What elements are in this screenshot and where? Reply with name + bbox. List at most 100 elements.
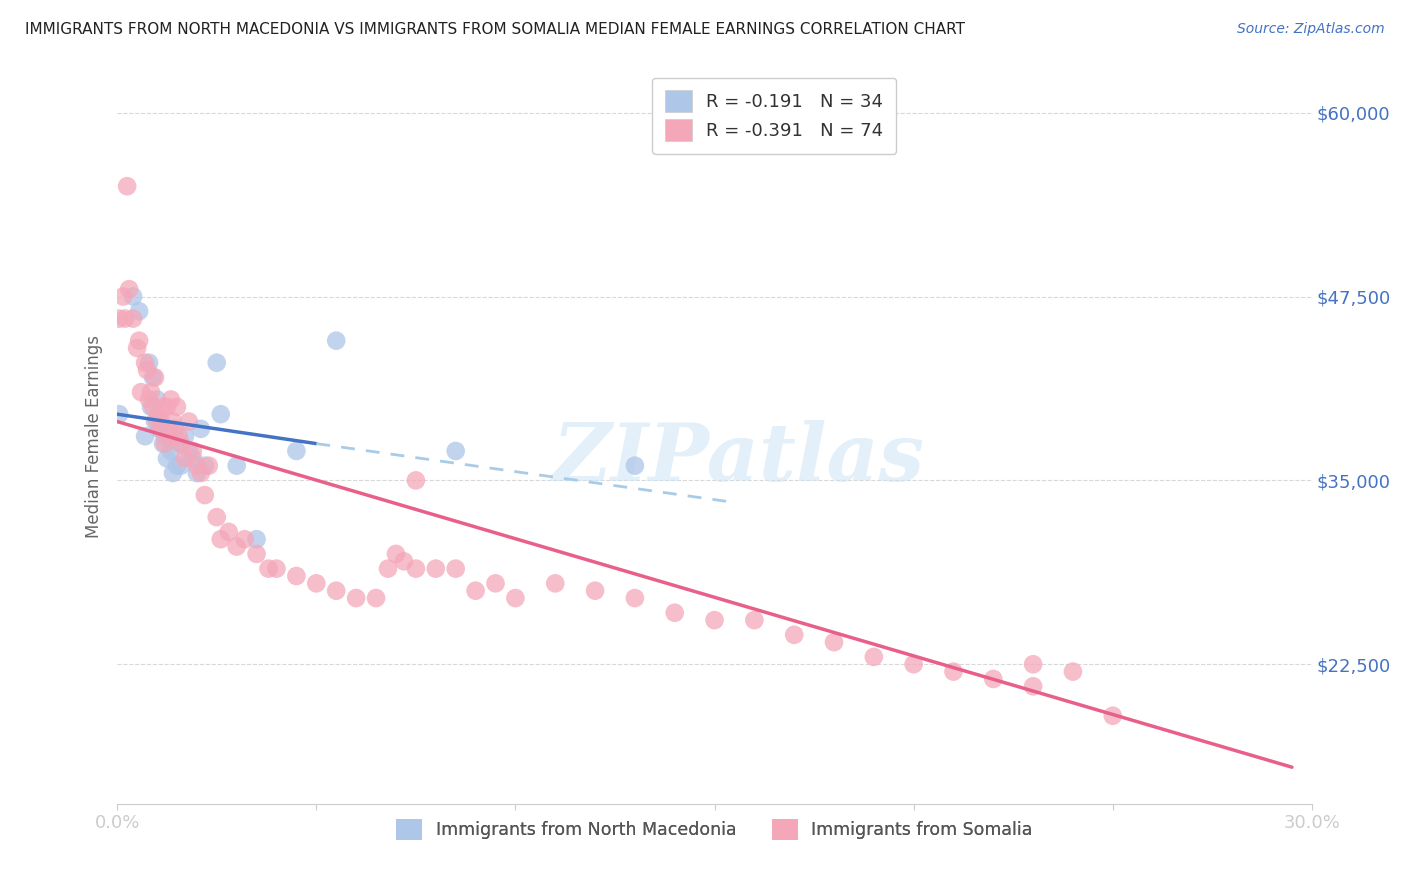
Point <box>122 311 145 326</box>
Point <box>1022 657 1045 672</box>
Point <box>405 474 427 488</box>
Point <box>505 591 527 605</box>
Point <box>245 533 267 547</box>
Point <box>134 356 156 370</box>
Point <box>194 488 217 502</box>
Legend: Immigrants from North Macedonia, Immigrants from Somalia: Immigrants from North Macedonia, Immigra… <box>389 812 1040 847</box>
Point <box>245 547 267 561</box>
Point <box>285 444 308 458</box>
Point <box>138 392 160 407</box>
Point <box>146 415 169 429</box>
Point <box>181 444 204 458</box>
Point <box>156 451 179 466</box>
Point <box>1101 708 1123 723</box>
Point <box>1022 679 1045 693</box>
Point <box>167 429 190 443</box>
Point <box>152 436 174 450</box>
Point <box>385 547 408 561</box>
Text: IMMIGRANTS FROM NORTH MACEDONIA VS IMMIGRANTS FROM SOMALIA MEDIAN FEMALE EARNING: IMMIGRANTS FROM NORTH MACEDONIA VS IMMIG… <box>25 22 966 37</box>
Point <box>225 458 247 473</box>
Point <box>129 385 152 400</box>
Point <box>127 341 149 355</box>
Point <box>114 311 136 326</box>
Point <box>142 400 165 414</box>
Point <box>181 451 204 466</box>
Point <box>166 458 188 473</box>
Point <box>139 385 162 400</box>
Point <box>190 466 212 480</box>
Point <box>142 370 165 384</box>
Point <box>108 407 131 421</box>
Point <box>823 635 845 649</box>
Point <box>405 561 427 575</box>
Point <box>186 466 208 480</box>
Point <box>544 576 567 591</box>
Point <box>150 422 173 436</box>
Point <box>583 583 606 598</box>
Point <box>703 613 725 627</box>
Point <box>205 510 228 524</box>
Point <box>285 569 308 583</box>
Point <box>138 356 160 370</box>
Point <box>863 649 886 664</box>
Point <box>364 591 387 605</box>
Point <box>194 458 217 473</box>
Point <box>173 451 195 466</box>
Point <box>163 422 186 436</box>
Point <box>150 415 173 429</box>
Point <box>344 591 367 605</box>
Point <box>205 356 228 370</box>
Point <box>377 561 399 575</box>
Point <box>209 533 232 547</box>
Point <box>981 672 1004 686</box>
Point <box>170 436 193 450</box>
Point <box>167 436 190 450</box>
Point <box>225 540 247 554</box>
Point <box>257 561 280 575</box>
Point <box>156 400 179 414</box>
Point <box>148 422 170 436</box>
Point <box>305 576 328 591</box>
Point <box>664 606 686 620</box>
Point <box>160 392 183 407</box>
Point <box>233 533 256 547</box>
Point <box>464 583 486 598</box>
Point <box>173 429 195 443</box>
Point <box>143 370 166 384</box>
Point <box>1062 665 1084 679</box>
Point <box>146 392 169 407</box>
Point <box>134 429 156 443</box>
Point <box>162 466 184 480</box>
Point <box>624 591 647 605</box>
Text: Source: ZipAtlas.com: Source: ZipAtlas.com <box>1237 22 1385 37</box>
Point <box>139 400 162 414</box>
Point <box>186 458 208 473</box>
Point <box>136 363 159 377</box>
Point <box>170 458 193 473</box>
Point <box>783 628 806 642</box>
Point <box>903 657 925 672</box>
Point <box>942 665 965 679</box>
Point <box>425 561 447 575</box>
Point <box>624 458 647 473</box>
Point <box>392 554 415 568</box>
Point <box>112 289 135 303</box>
Point <box>266 561 288 575</box>
Point <box>166 400 188 414</box>
Point <box>153 436 176 450</box>
Point <box>118 282 141 296</box>
Point <box>157 429 180 443</box>
Point <box>190 422 212 436</box>
Point <box>162 415 184 429</box>
Point <box>115 179 138 194</box>
Point <box>218 524 240 539</box>
Point <box>177 444 200 458</box>
Point <box>122 289 145 303</box>
Point <box>744 613 766 627</box>
Point <box>325 334 347 348</box>
Point <box>128 304 150 318</box>
Point <box>143 415 166 429</box>
Point <box>209 407 232 421</box>
Point <box>160 444 183 458</box>
Point <box>484 576 506 591</box>
